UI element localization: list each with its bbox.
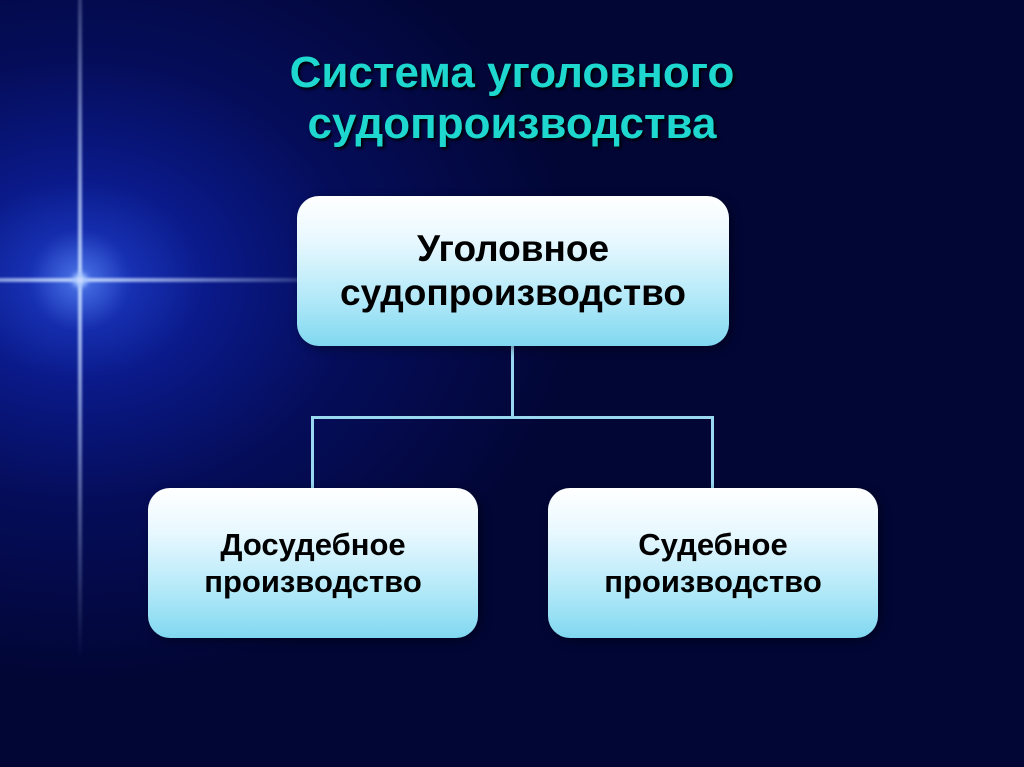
- node-left-line1: Досудебное: [220, 527, 405, 562]
- node-right: Судебное производство: [548, 488, 878, 638]
- diagram: Уголовное судопроизводство Досудебное пр…: [0, 0, 1024, 767]
- slide: Система уголовного судопроизводства Угол…: [0, 0, 1024, 767]
- node-left: Досудебное производство: [148, 488, 478, 638]
- connector-right-down: [711, 416, 714, 488]
- node-left-line2: производство: [204, 564, 422, 599]
- node-root-line1: Уголовное: [417, 228, 609, 269]
- connector-left-down: [311, 416, 314, 488]
- node-right-label: Судебное производство: [604, 526, 822, 600]
- node-right-line2: производство: [604, 564, 822, 599]
- connector-horizontal: [311, 416, 714, 419]
- node-left-label: Досудебное производство: [204, 526, 422, 600]
- node-root-line2: судопроизводство: [340, 272, 686, 313]
- node-right-line1: Судебное: [638, 527, 787, 562]
- node-root-label: Уголовное судопроизводство: [340, 227, 686, 316]
- node-root: Уголовное судопроизводство: [297, 196, 729, 346]
- connector-root-down: [511, 346, 514, 418]
